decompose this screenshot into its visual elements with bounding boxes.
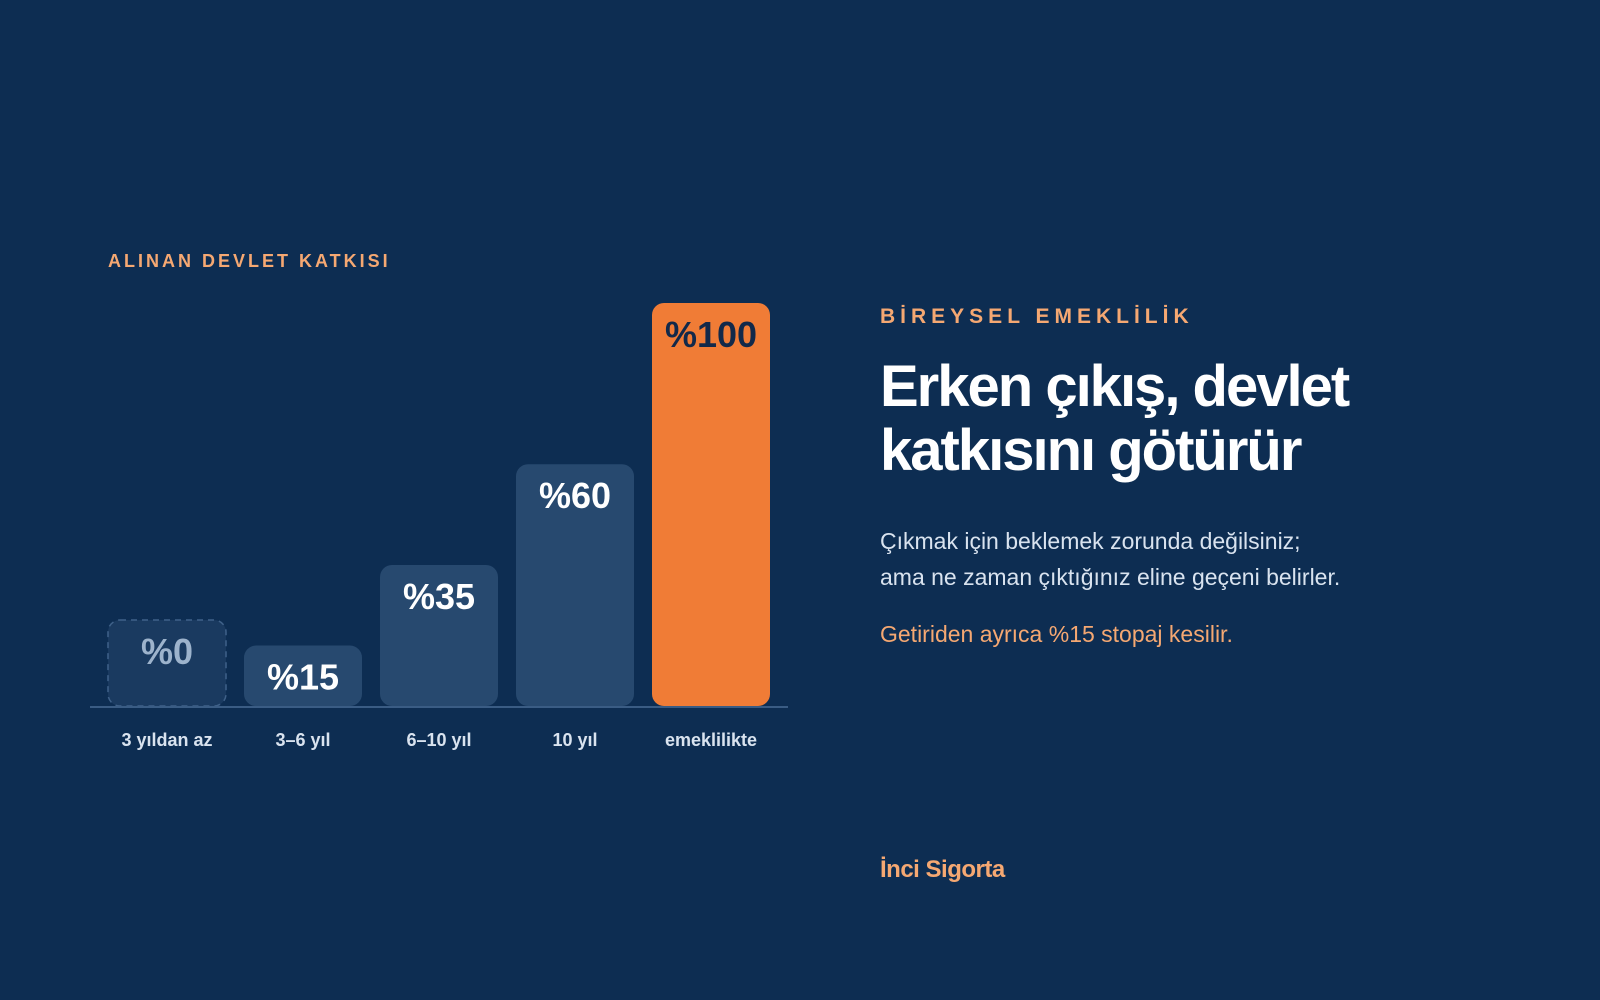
bar-value-label-1: %15 xyxy=(267,657,339,698)
headline: Erken çıkış, devlet katkısını götürür xyxy=(880,355,1560,483)
chart-title: ALINAN DEVLET KATKISI xyxy=(108,251,391,271)
brand-logo: İnci Sigorta xyxy=(880,856,1005,883)
bar-1 xyxy=(244,645,362,706)
body-text: Çıkmak için beklemek zorunda değilsiniz;… xyxy=(880,523,1560,595)
category-label-0: 3 yıldan az xyxy=(121,730,212,750)
text-panel: BİREYSEL EMEKLİLİK Erken çıkış, devlet k… xyxy=(880,305,1560,649)
tax-note: Getiriden ayrıca %15 stopaj kesilir. xyxy=(880,621,1233,647)
body-line-1: Çıkmak için beklemek zorunda değilsiniz; xyxy=(880,528,1301,554)
bar-4 xyxy=(652,303,770,706)
bar-chart: %0 3 yıldan az %15 3–6 yıl %35 6–10 yıl %60 10 … xyxy=(90,303,788,750)
bar-value-label-3: %60 xyxy=(539,475,611,516)
bar-3 xyxy=(516,464,634,706)
bar-value-label-4: %100 xyxy=(665,314,757,355)
body-line-2: ama ne zaman çıktığınız eline geçeni bel… xyxy=(880,564,1341,590)
bar-value-label-2: %35 xyxy=(403,576,475,617)
category-label-2: 6–10 yıl xyxy=(406,730,471,750)
category-label-4: emeklilikte xyxy=(665,730,757,750)
bar-2 xyxy=(380,564,498,706)
category-label-3: 10 yıl xyxy=(552,730,597,750)
category-label-1: 3–6 yıl xyxy=(275,730,330,750)
eyebrow-label: BİREYSEL EMEKLİLİK xyxy=(880,305,1194,328)
chart-area: ALINAN DEVLET KATKISI %0 3 yıldan az %15 3–… xyxy=(90,251,788,750)
bar-value-label-0: %0 xyxy=(141,631,193,672)
headline-line-2: katkısını götürür xyxy=(880,418,1302,483)
headline-line-1: Erken çıkış, devlet xyxy=(880,354,1350,419)
bar-0 xyxy=(107,619,227,707)
